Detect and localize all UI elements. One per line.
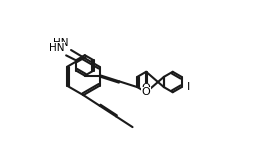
Text: HN: HN [49,43,64,53]
Text: HN: HN [53,38,69,48]
Text: O: O [142,83,151,93]
Text: O: O [142,87,151,97]
Text: I: I [187,82,190,92]
